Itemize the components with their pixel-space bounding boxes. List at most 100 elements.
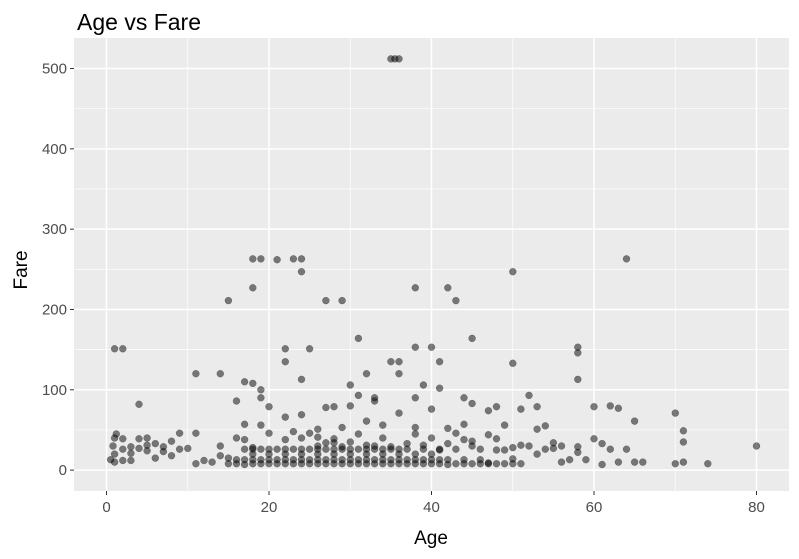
data-point [109, 442, 117, 450]
data-point [281, 357, 290, 366]
data-point [435, 445, 444, 453]
data-point [265, 450, 273, 458]
data-point [127, 456, 135, 465]
data-point [509, 443, 517, 452]
data-point [468, 442, 476, 450]
data-point [598, 460, 606, 469]
data-point [354, 430, 363, 438]
data-point [492, 402, 501, 411]
x-tick-label: 0 [102, 499, 110, 516]
data-point [509, 267, 517, 276]
data-point [362, 369, 371, 378]
data-point [281, 435, 290, 444]
data-point [354, 334, 363, 343]
data-point [289, 455, 298, 464]
data-point [159, 447, 168, 456]
data-point [395, 369, 403, 378]
data-point [452, 445, 460, 453]
data-point [184, 444, 192, 453]
data-point [460, 455, 468, 464]
grid-major [74, 38, 789, 491]
data-point [265, 402, 273, 411]
data-point [346, 450, 355, 458]
data-point [297, 375, 306, 384]
data-point [297, 255, 306, 263]
data-point [112, 430, 121, 438]
data-point [106, 455, 115, 464]
data-point [614, 404, 623, 413]
data-point [460, 435, 468, 444]
data-point [346, 381, 355, 389]
data-point [606, 402, 615, 410]
data-point [752, 442, 761, 450]
data-point [305, 429, 314, 437]
data-point [452, 296, 460, 305]
data-point [216, 369, 225, 378]
data-point [435, 384, 444, 392]
data-point [289, 445, 298, 453]
data-point [216, 451, 225, 460]
data-point [590, 402, 598, 411]
data-point [354, 391, 363, 400]
data-point [289, 255, 298, 263]
data-point [305, 455, 314, 464]
data-point [395, 450, 403, 458]
data-point [135, 444, 143, 453]
data-point [370, 445, 379, 453]
data-point [460, 420, 468, 429]
data-point [630, 458, 639, 466]
data-point [427, 434, 436, 442]
data-point [192, 459, 200, 468]
data-point [492, 435, 501, 443]
x-axis-title: Age [414, 528, 448, 549]
data-point [281, 413, 290, 421]
data-point [679, 458, 688, 466]
data-point [533, 450, 541, 458]
data-point [557, 442, 566, 450]
data-point [362, 450, 371, 458]
data-point [354, 445, 363, 453]
data-point [411, 343, 420, 351]
data-point [427, 343, 436, 351]
y-tick-label: 200 [42, 301, 67, 318]
data-point [468, 459, 476, 468]
data-point [338, 423, 346, 432]
data-point [314, 425, 322, 433]
data-point [362, 417, 371, 425]
data-point [639, 458, 647, 466]
data-point [167, 451, 176, 460]
data-point [322, 439, 330, 447]
data-point [240, 445, 249, 453]
data-point [232, 434, 241, 442]
data-point [387, 445, 395, 453]
data-point [143, 434, 151, 442]
data-point [322, 296, 330, 305]
data-point [273, 455, 281, 464]
data-point [427, 405, 436, 413]
data-point [232, 397, 241, 405]
data-point [370, 397, 379, 405]
data-point [574, 448, 582, 457]
data-point [232, 455, 241, 464]
data-point [557, 458, 566, 466]
data-point [273, 255, 281, 264]
data-point [533, 425, 541, 433]
data-point [370, 455, 379, 464]
data-point [135, 400, 143, 409]
data-point [379, 450, 387, 458]
data-point [452, 429, 460, 437]
data-point [444, 439, 452, 448]
data-point [484, 459, 493, 468]
data-point [143, 447, 151, 455]
data-point [419, 455, 428, 464]
data-point [671, 409, 680, 417]
y-tick-label: 300 [42, 221, 67, 238]
data-point [468, 334, 476, 343]
data-point [484, 431, 493, 439]
data-point [574, 375, 582, 384]
data-point [240, 378, 249, 386]
data-point [338, 455, 346, 464]
data-point [257, 386, 265, 394]
data-point [249, 450, 257, 458]
y-tick-label: 500 [42, 61, 67, 78]
